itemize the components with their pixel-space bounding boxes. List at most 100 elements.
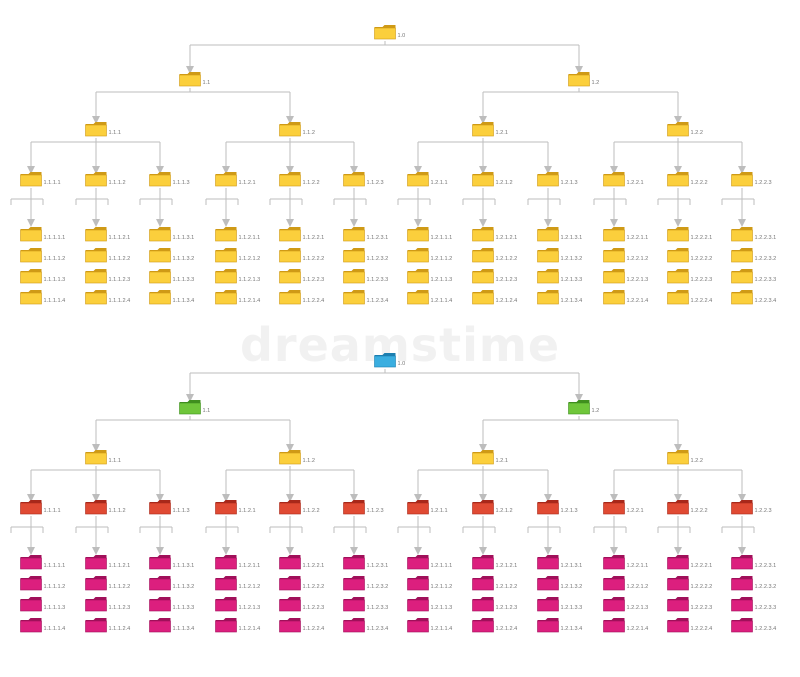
folder-body (537, 620, 559, 633)
top-tree-leaf-1.1.1.2.3: 1.1.1.2.3 (85, 269, 130, 284)
folder-body (568, 74, 590, 87)
folder-body (279, 452, 301, 465)
bottom-tree-node-1.1: 1.1 (179, 400, 210, 415)
node-label: 1.1.2.1.4 (239, 298, 261, 304)
node-label: 1.1.2.3 (367, 180, 384, 186)
folder-body (85, 620, 107, 633)
bottom-tree-leaf-1.1.2.1.2: 1.1.2.1.2 (215, 576, 260, 591)
top-tree-node-1.2.2.3: 1.2.2.3 (731, 172, 772, 187)
folder-body (667, 452, 689, 465)
node-label: 1.1.1.1.1 (44, 563, 66, 569)
bottom-tree-leaf-1.2.1.2.3: 1.2.1.2.3 (472, 597, 517, 612)
bottom-tree-leaf-1.2.1.2.1: 1.2.1.2.1 (472, 555, 517, 570)
node-label: 1.1.1.3.1 (173, 235, 195, 241)
node-label: 1.2.1.3 (561, 180, 578, 186)
folder-body (343, 599, 365, 612)
folder-body (279, 599, 301, 612)
bottom-tree-leaf-1.2.1.1.2: 1.2.1.1.2 (407, 576, 453, 591)
top-tree-leaf-1.2.1.2.4: 1.2.1.2.4 (472, 290, 517, 305)
node-label: 1.2.2.1.1 (627, 235, 649, 241)
bottom-tree-leaf-1.1.2.3.2: 1.1.2.3.2 (343, 576, 389, 591)
node-label: 1.1.1.1 (44, 180, 61, 186)
bottom-tree-leaf-1.1.2.3.3: 1.1.2.3.3 (343, 597, 388, 612)
node-label: 1.2.1.1.2 (431, 584, 453, 590)
top-tree-leaf-1.2.2.2.3: 1.2.2.2.3 (667, 269, 712, 284)
bottom-tree-node-1.1.2: 1.1.2 (279, 450, 315, 465)
folder-body (374, 355, 396, 368)
node-label: 1.2.1.3.1 (561, 563, 583, 569)
node-label: 1.2.1.1.4 (431, 298, 453, 304)
node-label: 1.2.1.1.3 (431, 277, 453, 283)
node-label: 1.2.1.3 (561, 508, 578, 514)
node-label: 1.2.1.1.2 (431, 256, 453, 262)
bottom-tree-leaf-1.1.1.3.3: 1.1.1.3.3 (149, 597, 194, 612)
folder-body (149, 292, 171, 305)
bottom-tree-leaf-1.1.2.1.1: 1.1.2.1.1 (215, 555, 261, 570)
folder-body (667, 250, 689, 263)
bottom-tree-node-1.2.1.2: 1.2.1.2 (472, 500, 513, 515)
node-label: 1.2.2.2.1 (691, 563, 713, 569)
top-tree-leaf-1.1.1.2.4: 1.1.1.2.4 (85, 290, 130, 305)
node-label: 1.2.1.1 (431, 180, 448, 186)
folder-body (179, 74, 201, 87)
top-tree-node-1.1.2: 1.1.2 (279, 122, 315, 137)
folder-body (731, 229, 753, 242)
node-label: 1.1.2.2.3 (303, 605, 325, 611)
bottom-tree-leaf-1.2.1.3.2: 1.2.1.3.2 (537, 576, 583, 591)
node-label: 1.2.2.2.2 (691, 584, 713, 590)
node-label: 1.2.2.3.1 (755, 563, 777, 569)
bottom-tree-node-1.2.1.3: 1.2.1.3 (537, 500, 578, 515)
folder-body (149, 271, 171, 284)
folder-body (407, 620, 429, 633)
top-tree-node-1.2.2.1: 1.2.2.1 (603, 172, 644, 187)
top-tree-leaf-1.1.2.1.2: 1.1.2.1.2 (215, 248, 260, 263)
node-label: 1.0 (398, 361, 406, 367)
folder-body (472, 250, 494, 263)
bottom-tree-node-1.1.1: 1.1.1 (85, 450, 121, 465)
node-label: 1.1.2.1.1 (239, 563, 261, 569)
node-label: 1.1.2.3.2 (367, 584, 389, 590)
folder-body (343, 292, 365, 305)
node-label: 1.1.2.1.3 (239, 605, 261, 611)
folder-body (472, 599, 494, 612)
folder-body (215, 599, 237, 612)
top-tree-leaf-1.2.2.3.3: 1.2.2.3.3 (731, 269, 776, 284)
folder-body (215, 292, 237, 305)
bottom-tree-leaf-1.2.2.1.3: 1.2.2.1.3 (603, 597, 649, 612)
node-label: 1.1.1.1 (44, 508, 61, 514)
folder-body (279, 250, 301, 263)
bottom-tree-node-1.2.1: 1.2.1 (472, 450, 508, 465)
top-tree-leaf-1.1.2.3.2: 1.1.2.3.2 (343, 248, 388, 263)
folder-body (537, 557, 559, 570)
node-label: 1.2.1.2.2 (496, 256, 518, 262)
folder-body (279, 292, 301, 305)
top-tree-leaf-1.1.1.1.2: 1.1.1.1.2 (20, 248, 65, 263)
folder-body (667, 271, 689, 284)
node-label: 1.1.2.2.3 (303, 277, 325, 283)
folder-body (279, 578, 301, 591)
node-label: 1.2.1.3.4 (561, 298, 583, 304)
node-label: 1.1.2.2.1 (303, 563, 325, 569)
folder-body (731, 174, 753, 187)
node-label: 1.2.2.1.3 (627, 605, 649, 611)
node-label: 1.1.1.3.4 (173, 298, 195, 304)
top-tree-leaf-1.2.1.3.1: 1.2.1.3.1 (537, 227, 582, 242)
folder-body (667, 557, 689, 570)
node-label: 1.2.1.2 (496, 508, 513, 514)
bottom-tree-node-1.2: 1.2 (568, 400, 599, 415)
top-tree-node-1.1.1.2: 1.1.1.2 (85, 172, 126, 187)
node-label: 1.1.2.2.4 (303, 626, 325, 632)
top-tree-leaf-1.1.1.3.1: 1.1.1.3.1 (149, 227, 195, 242)
bottom-tree-leaf-1.1.1.1.4: 1.1.1.1.4 (20, 618, 65, 633)
folder-body (20, 599, 42, 612)
top-tree-leaf-1.2.1.1.4: 1.2.1.1.4 (407, 290, 453, 305)
folder-body (20, 292, 42, 305)
node-label: 1.2.1.3.2 (561, 584, 583, 590)
top-tree-node-1.2.1: 1.2.1 (472, 122, 508, 137)
top-tree-leaf-1.2.1.2.2: 1.2.1.2.2 (472, 248, 518, 263)
node-label: 1.2.2.1 (627, 508, 644, 514)
bottom-tree-leaf-1.1.1.3.4: 1.1.1.3.4 (149, 618, 194, 633)
folder-body (537, 502, 559, 515)
folder-body (149, 502, 171, 515)
